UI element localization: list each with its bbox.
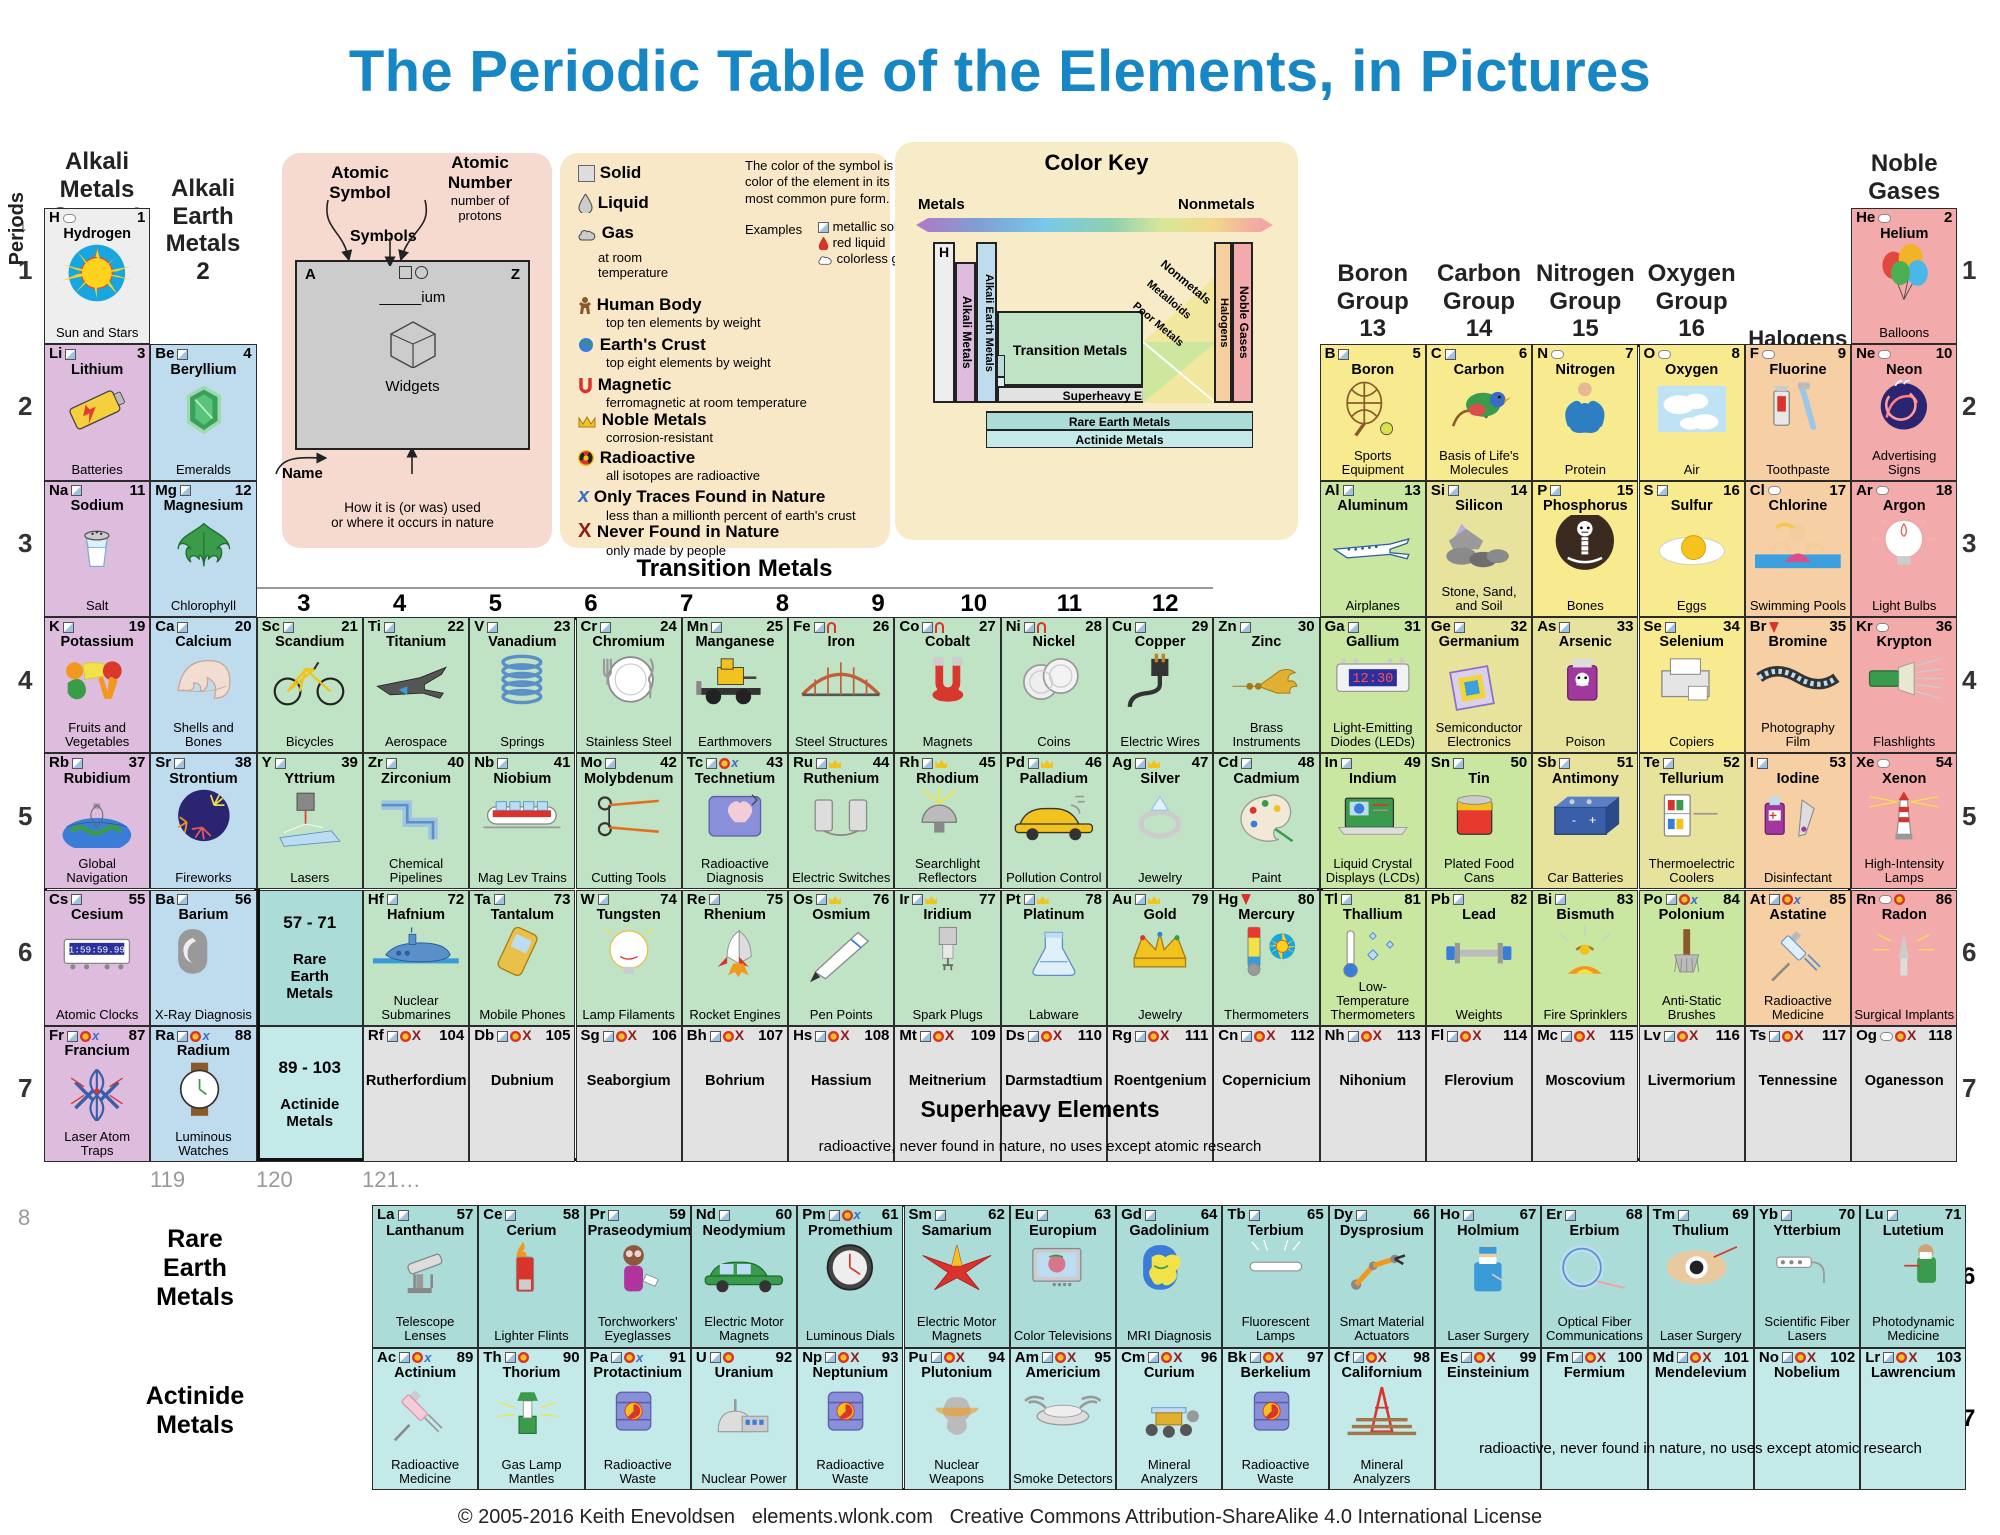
svg-text:+: + bbox=[1590, 813, 1597, 827]
svg-text:-: - bbox=[1572, 813, 1576, 827]
svg-text:1:59:59.99: 1:59:59.99 bbox=[69, 944, 125, 955]
svg-text:12:30: 12:30 bbox=[1352, 672, 1393, 687]
